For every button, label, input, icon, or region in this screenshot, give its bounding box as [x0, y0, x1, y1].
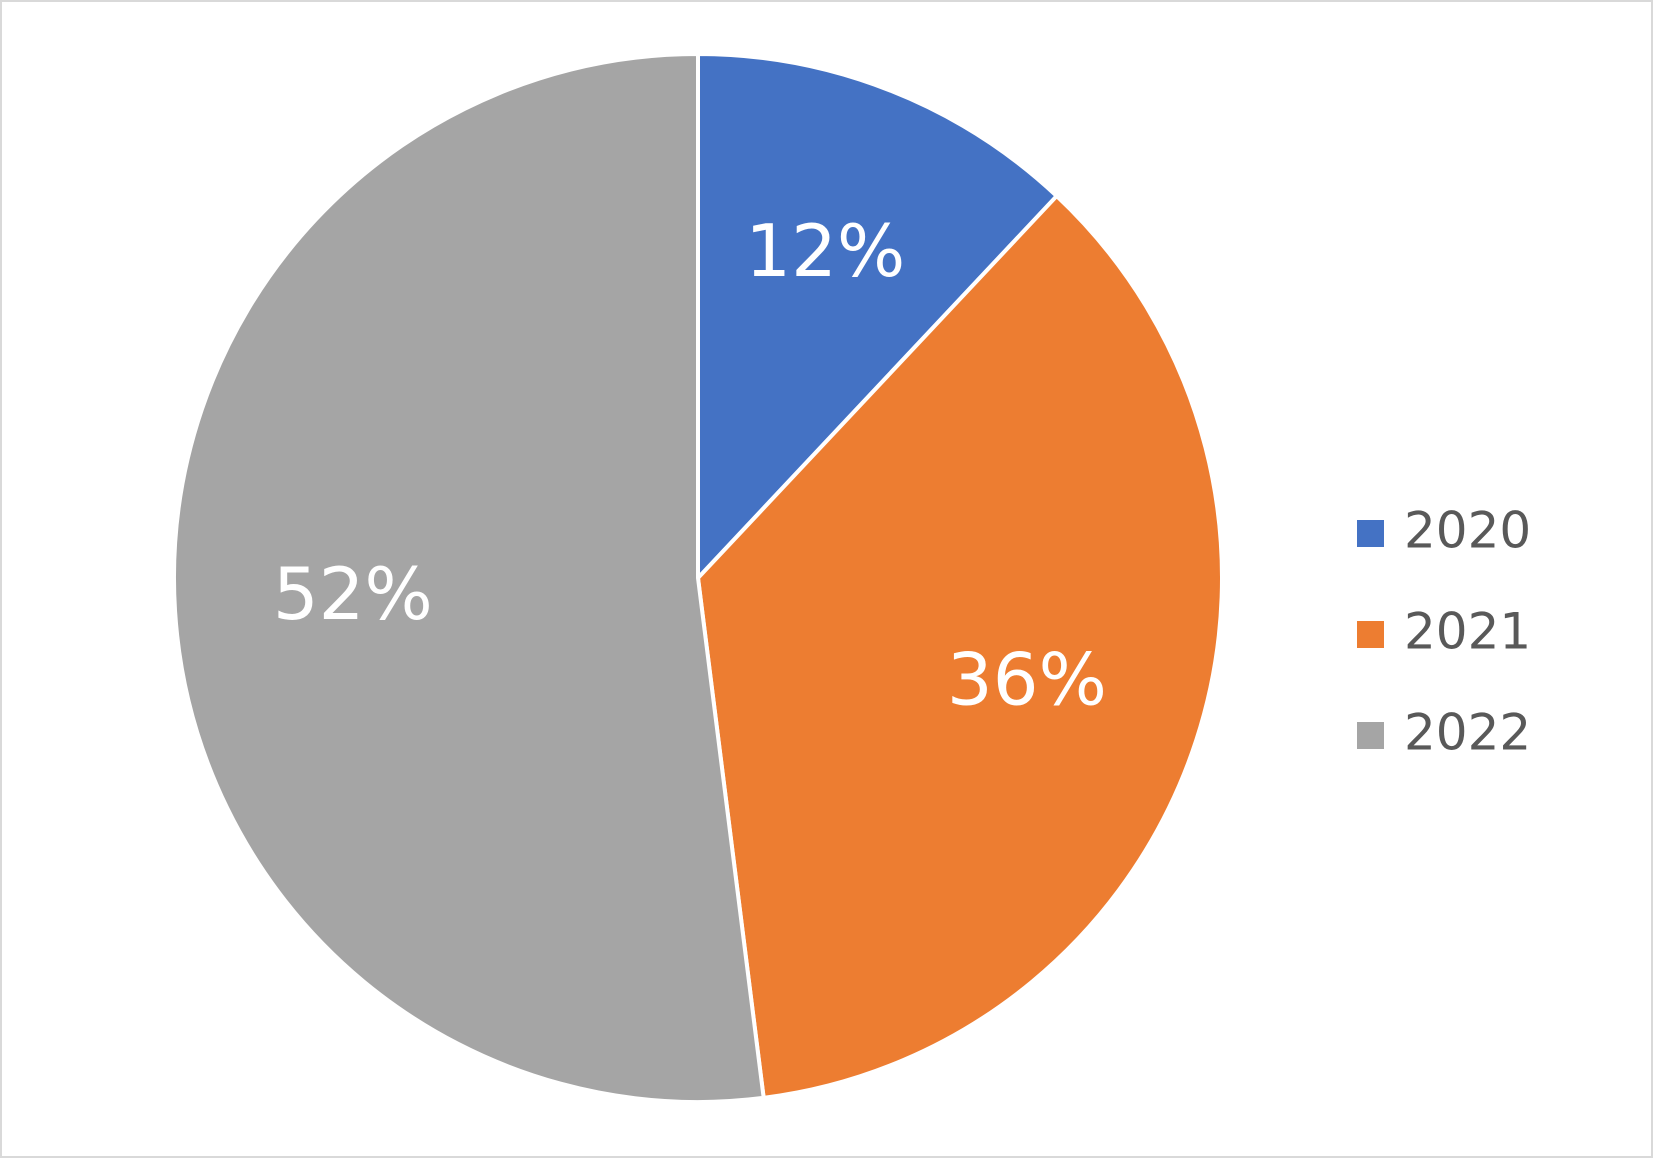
- legend-swatch: [1357, 520, 1384, 547]
- data-label: 52%: [273, 552, 433, 636]
- pie-slice: [696, 51, 1060, 584]
- data-label: 36%: [947, 637, 1107, 721]
- data-label: 12%: [745, 209, 905, 293]
- pie-slice: [172, 51, 766, 1104]
- legend-label: 2021: [1404, 603, 1531, 661]
- legend-label: 2020: [1404, 502, 1531, 560]
- legend-swatch: [1357, 621, 1384, 648]
- legend-swatch: [1357, 722, 1384, 749]
- legend-label: 2022: [1404, 704, 1531, 762]
- pie-slice: [695, 193, 1224, 1101]
